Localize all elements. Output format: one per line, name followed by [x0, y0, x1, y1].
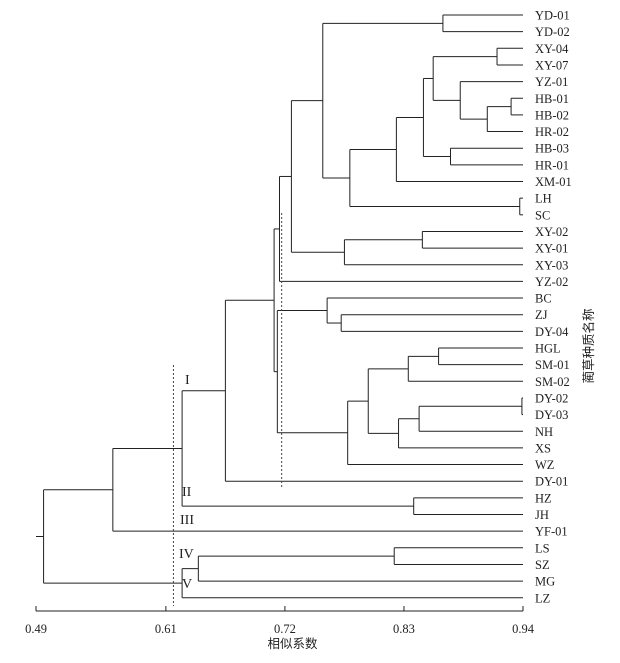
x-tick-label: 0.83 — [393, 622, 415, 636]
group-label: I — [185, 373, 190, 388]
leaf-label: SM-02 — [535, 375, 570, 389]
leaf-label: NH — [535, 425, 553, 439]
leaf-label: LH — [535, 192, 552, 206]
leaf-label: DY-02 — [535, 391, 568, 405]
leaf-label: XY-04 — [535, 42, 569, 56]
leaf-label: XM-01 — [535, 175, 572, 189]
leaf-label: DY-01 — [535, 475, 568, 489]
group-label: II — [182, 485, 192, 500]
leaf-label: HB-03 — [535, 142, 569, 156]
leaf-label: MG — [535, 575, 555, 589]
leaf-label: HB-01 — [535, 92, 569, 106]
cut-lines — [172, 213, 283, 606]
leaf-label: HR-01 — [535, 158, 569, 172]
leaf-label: LZ — [535, 591, 550, 605]
leaf-label: DY-04 — [535, 325, 569, 339]
leaf-label: JH — [535, 508, 549, 522]
leaf-label: ZJ — [535, 308, 548, 322]
x-tick-label: 0.72 — [274, 622, 296, 636]
leaf-label: WZ — [535, 458, 554, 472]
leaf-label: BC — [535, 292, 552, 306]
group-label: V — [182, 577, 192, 592]
leaf-label: XY-03 — [535, 258, 568, 272]
x-tick-label: 0.61 — [155, 622, 177, 636]
leaf-label: YD-01 — [535, 9, 570, 23]
x-tick-label: 0.94 — [512, 622, 535, 636]
leaf-label: HR-02 — [535, 125, 569, 139]
leaf-label: LS — [535, 541, 550, 555]
leaf-label: SM-01 — [535, 358, 570, 372]
group-label: IV — [179, 547, 194, 562]
leaf-label: YD-02 — [535, 25, 570, 39]
leaf-label: YF-01 — [535, 525, 568, 539]
leaf-label: HGL — [535, 342, 561, 356]
leaf-label: SZ — [535, 558, 550, 572]
x-axis: 0.49 0.61 0.72 0.83 0.94 — [25, 606, 535, 636]
x-axis-title: 相似系数 — [267, 636, 318, 651]
leaf-label: XY-02 — [535, 225, 568, 239]
leaf-label: YZ-01 — [535, 75, 568, 89]
group-label: III — [180, 513, 194, 528]
leaf-labels: YD-01 YD-02 XY-04 XY-07 YZ-01 HB-01 HB-02 HR-02… — [535, 9, 572, 606]
y-axis-title: 蔺草种质名称 — [581, 308, 596, 383]
leaf-label: HB-02 — [535, 108, 569, 122]
x-tick-label: 0.49 — [25, 622, 47, 636]
leaf-label: XS — [535, 441, 551, 455]
leaf-label: XY-07 — [535, 58, 568, 72]
leaf-label: XY-01 — [535, 242, 568, 256]
leaf-label: SC — [535, 208, 550, 222]
leaf-label: YZ-02 — [535, 275, 568, 289]
dendrogram-branches — [36, 14, 523, 599]
leaf-label: HZ — [535, 491, 552, 505]
leaf-label: DY-03 — [535, 408, 568, 422]
